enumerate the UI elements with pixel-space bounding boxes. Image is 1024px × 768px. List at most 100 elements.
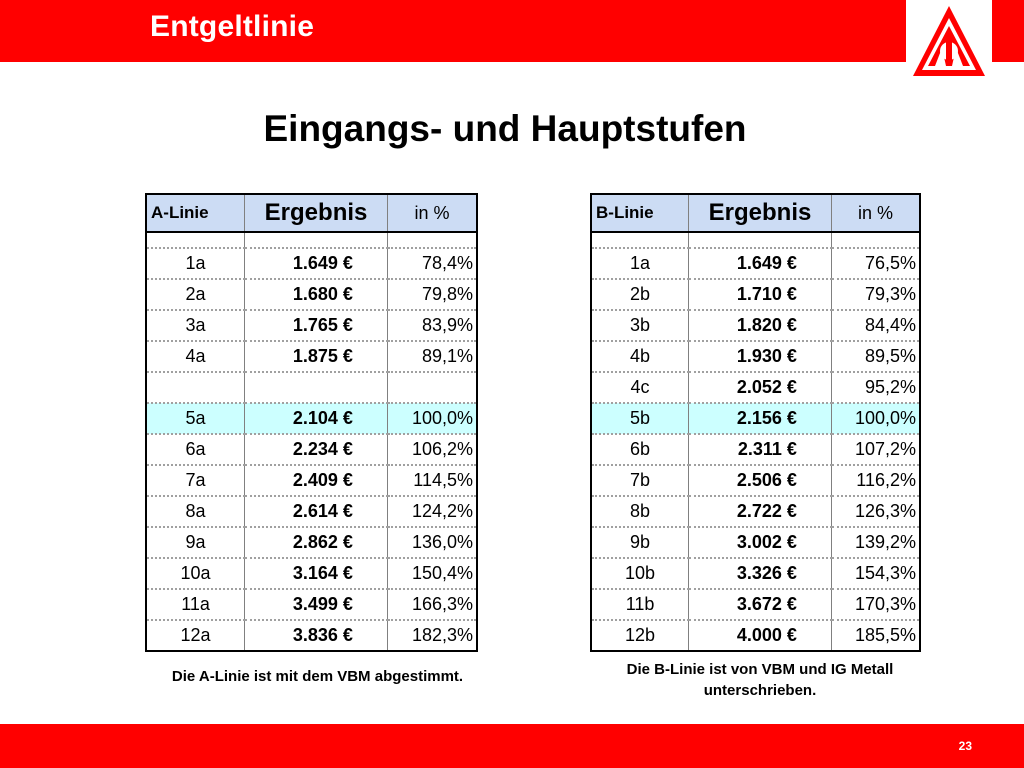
empty-cell xyxy=(244,372,388,404)
slide-heading: Eingangs- und Hauptstufen xyxy=(263,108,747,149)
a-linie-table: A-Linie Ergebnis in % 1a 1.649 €78,4% 2a 1… xyxy=(145,193,478,652)
stufe-cell: 11b xyxy=(590,589,690,621)
table-row: 11b 3.672 €170,3% xyxy=(590,589,921,621)
ergebnis-cell: 3.002 € xyxy=(688,527,832,559)
percent-cell: 136,0% xyxy=(386,527,478,559)
b-linie-note-line2: unterschrieben. xyxy=(703,682,817,699)
table-row: 9a 2.862 €136,0% xyxy=(145,527,478,559)
ergebnis-cell: 1.649 € xyxy=(688,248,832,280)
stufe-cell: 10b xyxy=(590,558,690,590)
percent-cell: 79,8% xyxy=(386,279,478,311)
ergebnis-cell: 2.409 € xyxy=(244,465,388,497)
stufe-cell: 9a xyxy=(145,527,246,559)
empty-cell xyxy=(688,232,832,249)
percent-cell: 185,5% xyxy=(830,620,921,652)
empty-cell xyxy=(386,232,478,249)
ergebnis-header: Ergebnis xyxy=(244,194,388,233)
page-title: Entgeltlinie xyxy=(150,10,315,43)
table-row: 2b 1.710 €79,3% xyxy=(590,279,921,311)
ergebnis-cell: 1.680 € xyxy=(244,279,388,311)
b-linie-note: Die B-Linie ist von VBM und IG Metall un… xyxy=(590,659,930,701)
table-row: 1a 1.649 €76,5% xyxy=(590,248,921,280)
ergebnis-cell: 1.930 € xyxy=(688,341,832,373)
percent-cell: 150,4% xyxy=(386,558,478,590)
stufe-cell: 12a xyxy=(145,620,246,652)
ergebnis-cell: 2.862 € xyxy=(244,527,388,559)
percent-cell: 76,5% xyxy=(830,248,921,280)
ergebnis-cell: 2.156 € xyxy=(688,403,832,435)
table-row: 1a 1.649 €78,4% xyxy=(145,248,478,280)
percent-header: in % xyxy=(830,194,921,233)
ergebnis-cell: 3.672 € xyxy=(688,589,832,621)
spacer-row xyxy=(145,232,478,249)
table-row: 11a 3.499 €166,3% xyxy=(145,589,478,621)
stufe-cell: 9b xyxy=(590,527,690,559)
b-linie-table: B-Linie Ergebnis in % 1a 1.649 €76,5% 2b 1… xyxy=(590,193,921,652)
table-row: 8b 2.722 €126,3% xyxy=(590,496,921,528)
stufe-cell: 6b xyxy=(590,434,690,466)
ergebnis-cell: 4.000 € xyxy=(688,620,832,652)
percent-cell: 89,1% xyxy=(386,341,478,373)
empty-cell xyxy=(145,372,246,404)
ergebnis-cell: 2.614 € xyxy=(244,496,388,528)
table-row: 4b 1.930 €89,5% xyxy=(590,341,921,373)
table-row: 7b 2.506 €116,2% xyxy=(590,465,921,497)
ergebnis-cell: 2.311 € xyxy=(688,434,832,466)
stufe-cell: 2b xyxy=(590,279,690,311)
ergebnis-cell: 2.506 € xyxy=(688,465,832,497)
percent-cell: 78,4% xyxy=(386,248,478,280)
page-number: 23 xyxy=(958,739,972,753)
stufe-cell: 7a xyxy=(145,465,246,497)
percent-cell: 100,0% xyxy=(386,403,478,435)
percent-header: in % xyxy=(386,194,478,233)
spacer-row xyxy=(590,232,921,249)
ergebnis-cell: 3.164 € xyxy=(244,558,388,590)
percent-cell: 95,2% xyxy=(830,372,921,404)
stufe-cell: 4c xyxy=(590,372,690,404)
stufe-cell: 5a xyxy=(145,403,246,435)
ergebnis-cell: 1.710 € xyxy=(688,279,832,311)
stufe-cell: 12b xyxy=(590,620,690,652)
percent-cell: 89,5% xyxy=(830,341,921,373)
stufe-cell: 7b xyxy=(590,465,690,497)
ergebnis-cell: 1.875 € xyxy=(244,341,388,373)
percent-cell: 116,2% xyxy=(830,465,921,497)
percent-cell: 84,4% xyxy=(830,310,921,342)
percent-cell: 114,5% xyxy=(386,465,478,497)
stufe-cell: 3b xyxy=(590,310,690,342)
ergebnis-cell: 1.765 € xyxy=(244,310,388,342)
percent-cell: 154,3% xyxy=(830,558,921,590)
table-row: 6b 2.311 €107,2% xyxy=(590,434,921,466)
highlighted-row: 5a 2.104 €100,0% xyxy=(145,403,478,435)
stufe-cell: 1a xyxy=(590,248,690,280)
stufe-cell: 4b xyxy=(590,341,690,373)
table-row: 2a 1.680 €79,8% xyxy=(145,279,478,311)
stufe-cell: 10a xyxy=(145,558,246,590)
empty-cell xyxy=(386,372,478,404)
highlighted-row: 5b 2.156 €100,0% xyxy=(590,403,921,435)
stufe-cell: 3a xyxy=(145,310,246,342)
table-row: 8a 2.614 €124,2% xyxy=(145,496,478,528)
stufe-cell: 5b xyxy=(590,403,690,435)
table-row: 10b 3.326 €154,3% xyxy=(590,558,921,590)
percent-cell: 126,3% xyxy=(830,496,921,528)
igm-logo-icon xyxy=(913,6,985,76)
percent-cell: 79,3% xyxy=(830,279,921,311)
header-bar: Entgeltlinie xyxy=(0,0,1024,62)
percent-cell: 100,0% xyxy=(830,403,921,435)
ergebnis-cell: 2.104 € xyxy=(244,403,388,435)
empty-cell xyxy=(244,232,388,249)
b-linie-label: B-Linie xyxy=(590,194,690,233)
ergebnis-cell: 2.234 € xyxy=(244,434,388,466)
stufe-cell: 2a xyxy=(145,279,246,311)
percent-cell: 107,2% xyxy=(830,434,921,466)
ergebnis-header: Ergebnis xyxy=(688,194,832,233)
percent-cell: 124,2% xyxy=(386,496,478,528)
a-linie-note: Die A-Linie ist mit dem VBM abgestimmt. xyxy=(171,668,464,685)
percent-cell: 139,2% xyxy=(830,527,921,559)
table-row: 12b 4.000 €185,5% xyxy=(590,620,921,652)
ergebnis-cell: 3.326 € xyxy=(688,558,832,590)
stufe-cell: 4a xyxy=(145,341,246,373)
table-header-row: A-Linie Ergebnis in % xyxy=(145,194,478,233)
table-row: 4c 2.052 €95,2% xyxy=(590,372,921,404)
